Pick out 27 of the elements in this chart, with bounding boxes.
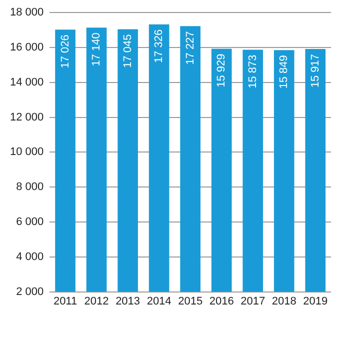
data-label: 15 929: [216, 54, 228, 88]
y-tick-label: 8 000: [16, 181, 44, 194]
y-tick-label: 18 000: [10, 6, 44, 19]
y-tick-label: 4 000: [16, 250, 44, 263]
data-label: 15 849: [278, 55, 290, 89]
data-label: 15 917: [309, 54, 322, 88]
x-tick-label: 2018: [272, 295, 296, 308]
y-tick-label: 6 000: [16, 216, 44, 228]
data-label: 17 227: [184, 31, 196, 65]
x-tick-label: 2015: [178, 295, 203, 308]
x-tick-label: 2012: [84, 295, 109, 308]
x-tick-label: 2019: [303, 295, 328, 308]
data-label: 17 140: [90, 32, 103, 66]
y-tick-label: 14 000: [10, 76, 44, 88]
x-tick-label: 2014: [146, 295, 172, 308]
y-tick-label: 12 000: [10, 111, 44, 124]
data-label: 17 026: [59, 34, 72, 68]
y-tick-label: 16 000: [10, 42, 44, 54]
data-label: 17 326: [153, 29, 166, 64]
x-tick-label: 2017: [240, 295, 266, 308]
data-label: 15 873: [246, 54, 259, 88]
x-tick-label: 2011: [53, 295, 78, 308]
y-tick-label: 2 000: [16, 286, 44, 298]
data-label: 17 045: [122, 34, 134, 68]
x-tick-label: 2013: [116, 295, 140, 308]
x-tick-label: 2016: [209, 295, 234, 308]
y-tick-label: 10 000: [10, 146, 44, 158]
